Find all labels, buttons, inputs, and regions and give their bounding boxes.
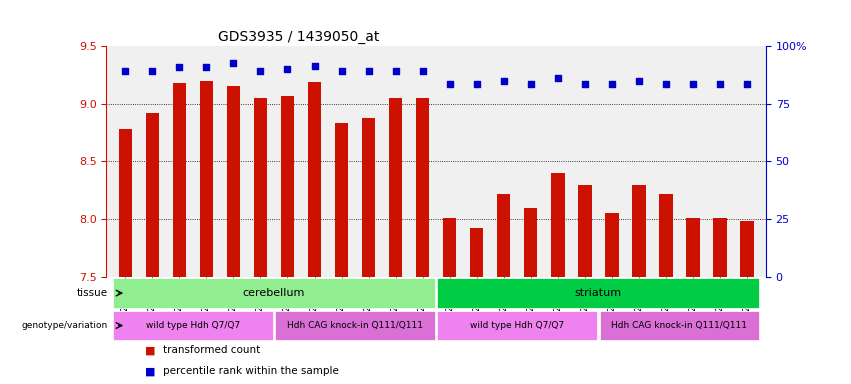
Text: genotype/variation: genotype/variation (21, 321, 108, 330)
Text: Hdh CAG knock-in Q111/Q111: Hdh CAG knock-in Q111/Q111 (611, 321, 747, 330)
Text: tissue: tissue (77, 288, 108, 298)
Text: wild type Hdh Q7/Q7: wild type Hdh Q7/Q7 (470, 321, 564, 330)
FancyBboxPatch shape (113, 311, 272, 340)
Bar (118, 129, 132, 277)
Text: striatum: striatum (574, 288, 622, 298)
Point (226, 60, 240, 66)
Text: ■: ■ (145, 366, 155, 376)
Point (605, 81, 619, 87)
Bar (334, 123, 348, 277)
Bar (551, 173, 564, 277)
Text: percentile rank within the sample: percentile rank within the sample (163, 366, 340, 376)
Bar (416, 98, 430, 277)
Bar (632, 185, 646, 277)
Point (254, 68, 267, 74)
Point (334, 68, 348, 74)
Bar (146, 113, 159, 277)
Bar (660, 194, 672, 277)
Bar (740, 222, 754, 277)
Text: wild type Hdh Q7/Q7: wild type Hdh Q7/Q7 (146, 321, 240, 330)
Point (146, 68, 159, 74)
Bar (470, 228, 483, 277)
Bar (226, 86, 240, 277)
Point (578, 81, 591, 87)
Point (686, 81, 700, 87)
Point (551, 75, 564, 81)
Bar (605, 214, 619, 277)
Bar (497, 194, 511, 277)
FancyBboxPatch shape (600, 311, 759, 340)
Point (632, 78, 646, 84)
Text: GDS3935 / 1439050_at: GDS3935 / 1439050_at (219, 30, 380, 44)
FancyBboxPatch shape (437, 311, 597, 340)
Text: ■: ■ (145, 345, 155, 355)
Bar (686, 218, 700, 277)
Bar (443, 218, 456, 277)
Point (362, 68, 375, 74)
Bar (524, 208, 538, 277)
FancyBboxPatch shape (276, 311, 435, 340)
Bar (389, 98, 403, 277)
Bar (200, 81, 213, 277)
Bar (254, 98, 267, 277)
Bar (713, 218, 727, 277)
FancyBboxPatch shape (113, 278, 435, 308)
Point (524, 81, 538, 87)
Point (740, 81, 754, 87)
Point (659, 81, 672, 87)
Point (470, 81, 483, 87)
Point (416, 68, 430, 74)
FancyBboxPatch shape (437, 278, 759, 308)
Point (443, 81, 456, 87)
Point (389, 68, 403, 74)
Bar (281, 96, 294, 277)
Point (713, 81, 727, 87)
Bar (173, 83, 186, 277)
Point (281, 66, 294, 72)
Point (173, 64, 186, 70)
Point (308, 63, 322, 69)
Point (118, 68, 132, 74)
Text: cerebellum: cerebellum (243, 288, 306, 298)
Bar (578, 185, 591, 277)
Bar (362, 118, 375, 277)
Bar (308, 82, 322, 277)
Text: transformed count: transformed count (163, 345, 260, 355)
Point (200, 64, 214, 70)
Text: Hdh CAG knock-in Q111/Q111: Hdh CAG knock-in Q111/Q111 (287, 321, 423, 330)
Point (497, 78, 511, 84)
